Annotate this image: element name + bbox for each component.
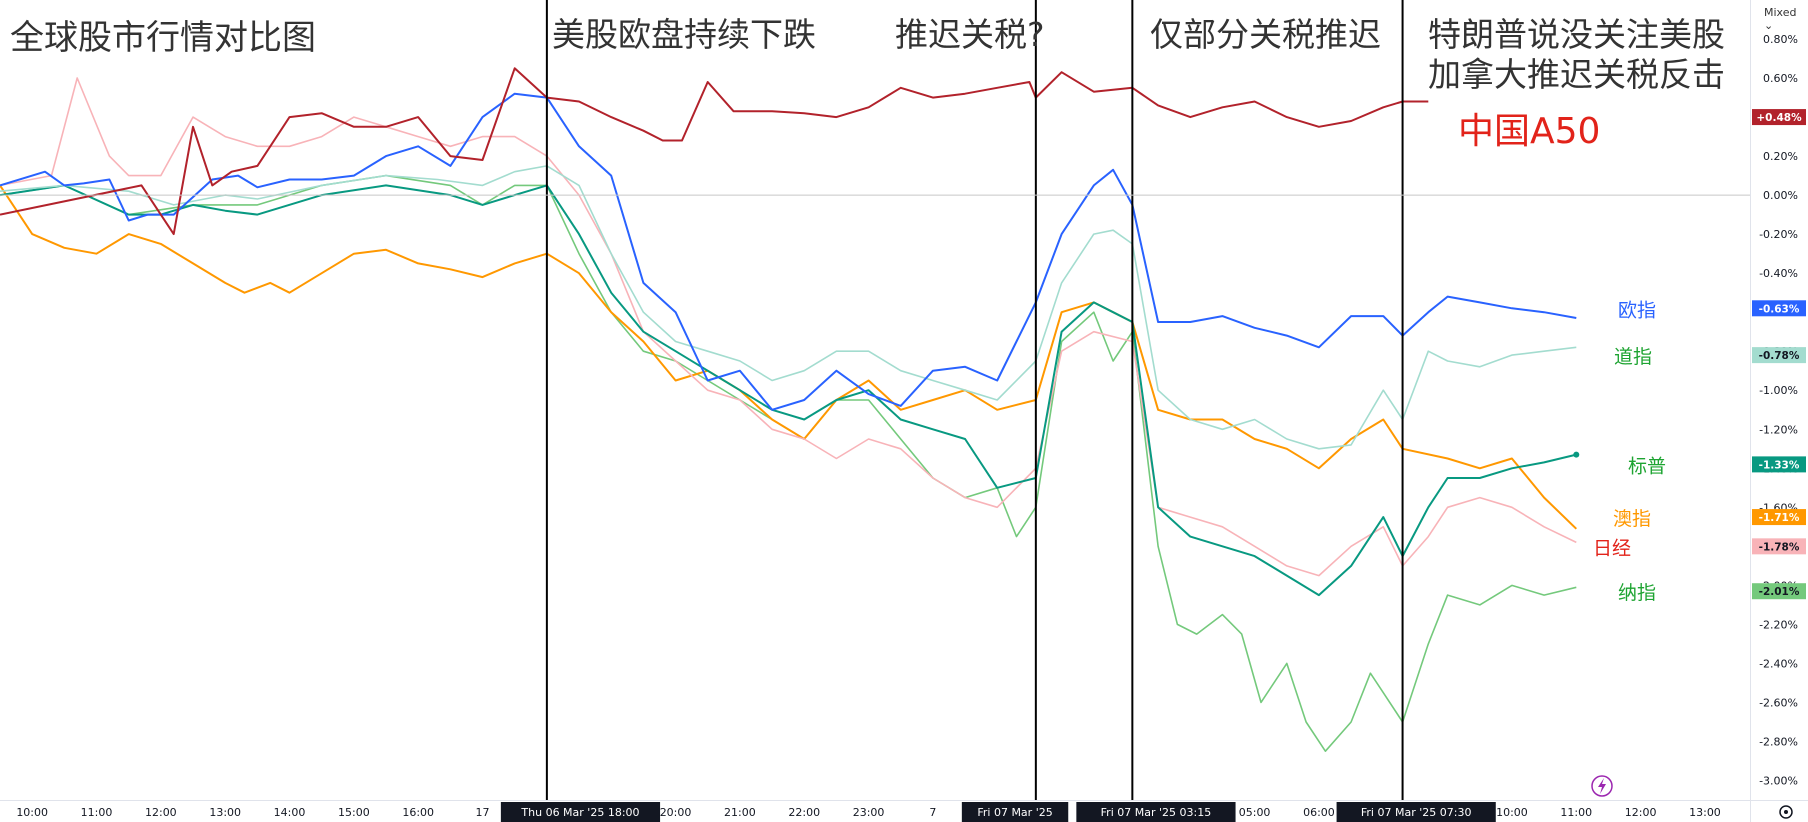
series-name-label: 标普: [1628, 455, 1666, 477]
x-tick-label: 22:00: [788, 806, 820, 819]
x-tick-label: 05:00: [1239, 806, 1271, 819]
y-tick-label: -2.60%: [1759, 696, 1798, 709]
annotation-4: 特朗普说没关注美股: [1428, 15, 1725, 54]
scale-mode-label: Mixed: [1764, 6, 1797, 19]
gear-icon-center: [1784, 810, 1788, 814]
annotation-5: 加拿大推迟关税反击: [1428, 55, 1725, 94]
y-tick-label: 0.60%: [1763, 72, 1798, 85]
marker-badge-1: [961, 802, 1069, 822]
gear-icon[interactable]: [1779, 805, 1793, 819]
last-value-label: -0.63%: [1759, 303, 1800, 315]
price-axis-panel: [1750, 0, 1808, 822]
y-tick-label: -1.20%: [1759, 423, 1798, 436]
annotation-3: 仅部分关税推迟: [1150, 15, 1381, 54]
y-tick-label: -2.80%: [1759, 735, 1798, 748]
marker-badge-label: Fri 07 Mar '25 03:15: [1101, 806, 1212, 819]
x-tick-label: 10:00: [16, 806, 48, 819]
x-tick-label: 13:00: [209, 806, 241, 819]
y-tick-label: -0.40%: [1759, 267, 1798, 280]
x-tick-label: 06:00: [1303, 806, 1335, 819]
x-tick-label: 23:00: [853, 806, 885, 819]
marker-badge-label: Thu 06 Mar '25 18:00: [520, 806, 639, 819]
marker-badge-0: [500, 802, 661, 822]
series-line-0: [0, 67, 1429, 236]
marker-layer: [545, 0, 1404, 800]
last-value-badge: [1752, 538, 1806, 555]
last-value-label: -1.33%: [1759, 459, 1800, 471]
y-tick-label: 0.20%: [1763, 150, 1798, 163]
x-tick-label: 21:00: [724, 806, 756, 819]
series-label-a50-large: 中国A50: [1458, 111, 1601, 152]
scale-mode-dropdown[interactable]: Mixed ⌄: [1764, 6, 1808, 32]
lightning-glyph: [1598, 778, 1606, 794]
last-value-badge: [1752, 347, 1806, 364]
x-tick-label: 12:00: [145, 806, 177, 819]
last-value-badge: [1752, 109, 1806, 126]
marker-badge-2: [1076, 802, 1236, 822]
y-tick-label: -2.40%: [1759, 657, 1798, 670]
y-tick-label: -3.00%: [1759, 774, 1798, 787]
lightning-icon[interactable]: [1591, 775, 1613, 797]
series-line-6: [0, 174, 1577, 753]
chevron-down-icon: ⌄: [1764, 19, 1774, 32]
y-tick-label: 0.80%: [1763, 33, 1798, 46]
series-name-label: 日经: [1593, 537, 1631, 559]
x-tick-label: 7: [929, 806, 936, 819]
marker-badge-label: Fri 07 Mar '25 07:30: [1361, 806, 1472, 819]
series-name-label: 道指: [1614, 346, 1652, 368]
x-tick-label: 13:00: [1689, 806, 1721, 819]
x-tick-label: 20:00: [660, 806, 692, 819]
last-value-label: -1.71%: [1759, 512, 1800, 524]
x-tick-label: 16:00: [402, 806, 434, 819]
annotation-1: 美股欧盘持续下跌: [552, 15, 816, 54]
y-tick-label: -0.20%: [1759, 228, 1798, 241]
last-value-badge: [1752, 583, 1806, 600]
series-line-3: [0, 184, 1577, 597]
time-axis-panel: [0, 800, 1750, 822]
x-tick-label: 10:00: [1496, 806, 1528, 819]
last-value-label: +0.48%: [1756, 112, 1802, 124]
series-line-2: [0, 165, 1577, 450]
y-tick-label: -2.20%: [1759, 618, 1798, 631]
y-tick-label: -1.00%: [1759, 384, 1798, 397]
series-name-label: 澳指: [1613, 508, 1651, 530]
marker-badge-label: Fri 07 Mar '25: [977, 806, 1052, 819]
last-value-badge: [1752, 300, 1806, 317]
last-value-badge: [1752, 509, 1806, 526]
x-tick-label: 15:00: [338, 806, 370, 819]
series-layer: [0, 67, 1580, 753]
x-tick-label: 11:00: [81, 806, 113, 819]
last-value-label: -0.78%: [1759, 350, 1800, 362]
series-line-5: [0, 184, 1577, 530]
series-endpoint-dot: [1573, 451, 1580, 458]
marker-badge-3: [1336, 802, 1496, 822]
x-tick-label: 17: [476, 806, 490, 819]
x-tick-label: 14:00: [274, 806, 306, 819]
last-value-label: -1.78%: [1759, 541, 1800, 553]
x-tick-label: 11:00: [1560, 806, 1592, 819]
series-line-4: [0, 77, 1577, 577]
x-tick-label: 12:00: [1625, 806, 1657, 819]
series-name-label: 纳指: [1618, 582, 1656, 604]
last-value-label: -2.01%: [1759, 586, 1800, 598]
series-name-label: 欧指: [1618, 299, 1656, 321]
chart-title: 全球股市行情对比图: [10, 18, 316, 58]
annotation-2: 推迟关税?: [895, 15, 1045, 54]
y-tick-label: 0.00%: [1763, 189, 1798, 202]
series-line-1: [0, 92, 1577, 411]
last-value-badge: [1752, 456, 1806, 473]
